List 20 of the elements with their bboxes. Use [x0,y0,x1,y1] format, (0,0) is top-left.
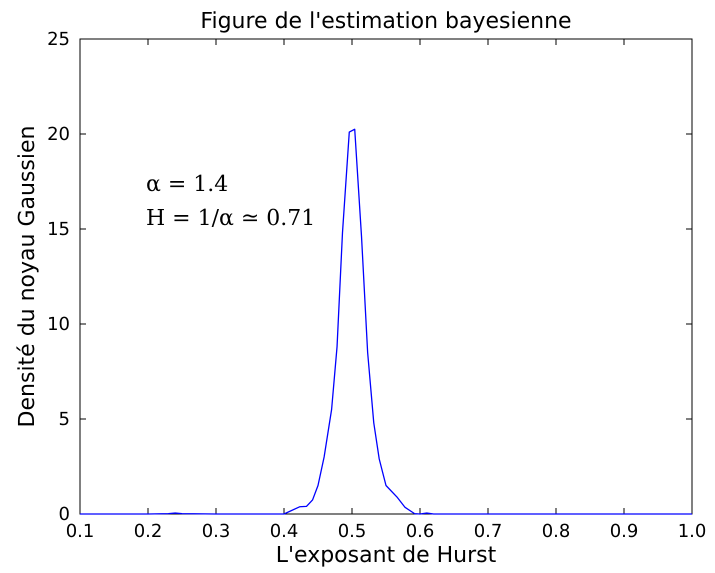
x-tick-label: 0.9 [610,520,638,542]
line-series [79,128,693,515]
x-axis-title: L'exposant de Hurst [276,543,497,568]
x-tick-label: 0.3 [202,520,230,542]
x-tick-label: 0.4 [270,520,298,542]
annotation: H = 1/α ≃ 0.71 [146,206,316,231]
y-tick-label: 25 [47,28,70,50]
x-tick-label: 0.2 [134,520,162,542]
x-tick-label: 0.6 [406,520,434,542]
chart-title: Figure de l'estimation bayesienne [200,9,572,34]
x-tick-label: 0.8 [542,520,570,542]
x-tick-label: 1.0 [678,520,706,542]
y-tick-label: 20 [47,124,70,145]
annotation: α = 1.4 [146,172,228,197]
y-tick-label: 10 [47,314,70,335]
y-tick-label: 5 [58,408,70,430]
x-tick-label: 0.7 [474,520,502,542]
y-axis-title: Densité du noyau Gaussien [15,126,40,428]
y-tick-label: 15 [47,218,70,240]
x-tick-label: 0.5 [338,520,366,542]
